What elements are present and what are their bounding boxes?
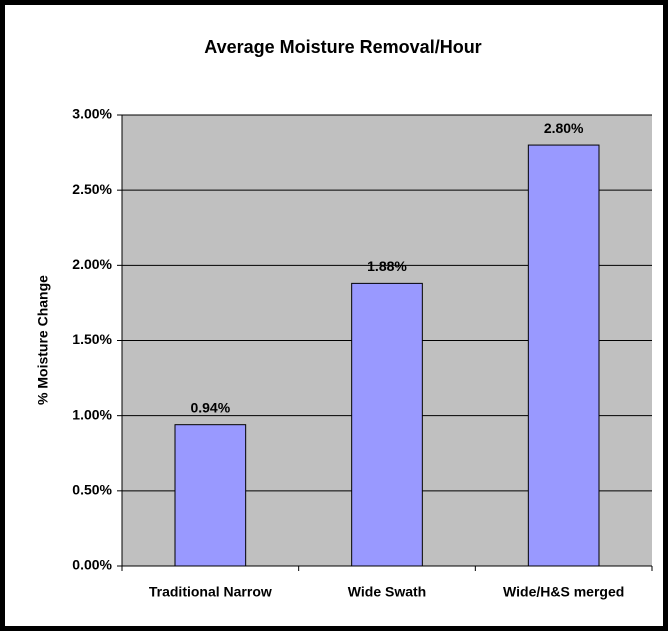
y-tick-label: 0.00% bbox=[72, 557, 112, 573]
bar bbox=[527, 144, 600, 567]
chart-title: Average Moisture Removal/Hour bbox=[204, 37, 481, 57]
y-tick-label: 3.00% bbox=[72, 106, 112, 122]
y-tick-label: 1.50% bbox=[72, 331, 112, 347]
bar bbox=[351, 282, 423, 567]
data-label: 0.94% bbox=[190, 399, 230, 415]
data-label: 2.80% bbox=[544, 120, 584, 136]
y-tick-label: 0.50% bbox=[72, 482, 112, 498]
y-tick-label: 2.50% bbox=[72, 181, 112, 197]
data-label: 1.88% bbox=[367, 258, 407, 274]
x-tick-label: Traditional Narrow bbox=[149, 584, 272, 600]
x-tick-label: Wide/H&S merged bbox=[503, 584, 624, 600]
bar bbox=[174, 424, 247, 567]
y-tick-label: 2.00% bbox=[72, 256, 112, 272]
x-tick-label: Wide Swath bbox=[348, 584, 426, 600]
y-tick-label: 1.00% bbox=[72, 406, 112, 422]
y-axis-label: % Moisture Change bbox=[35, 275, 51, 405]
